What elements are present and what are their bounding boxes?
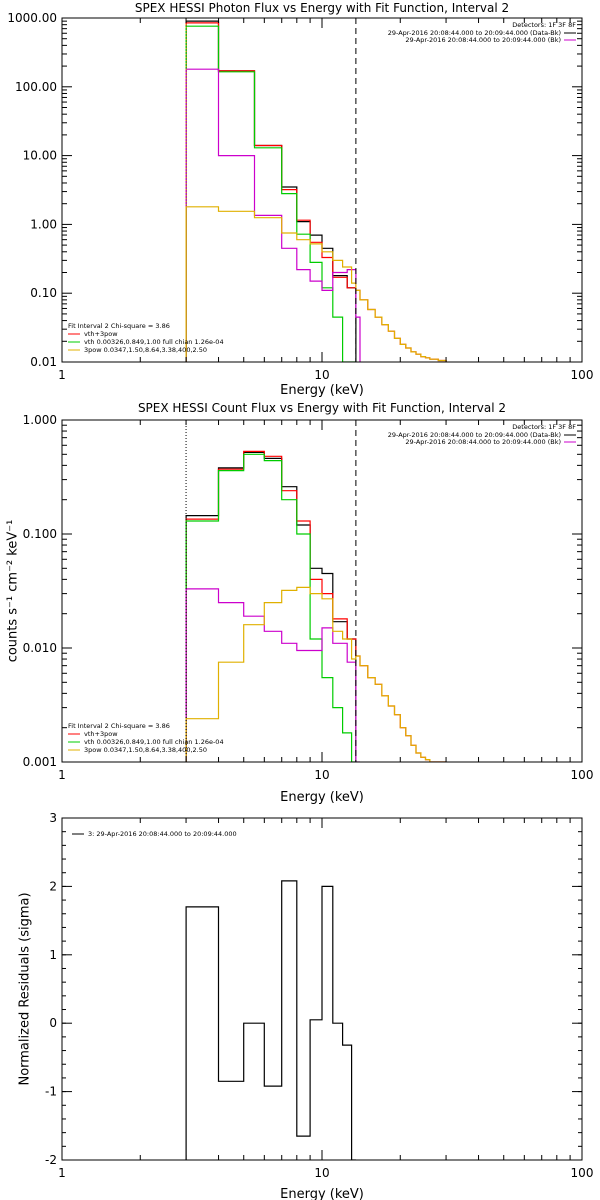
legend-fit-title: Fit Interval 2 Chi-square = 3.86 — [68, 322, 170, 330]
legend-entry: vth+3pow — [84, 730, 118, 738]
y-tick-label: 1000.00 — [7, 11, 57, 25]
legend-entry: 29-Apr-2016 20:08:44.000 to 20:09:44.000… — [388, 431, 561, 439]
y-tick-label: -1 — [45, 1085, 57, 1099]
series-line-vth-3pow — [185, 450, 447, 762]
series-line-data-bk — [185, 451, 357, 762]
x-axis-label: Energy (keV) — [280, 790, 364, 805]
series-line-residuals — [185, 880, 356, 1160]
series-line-data-bk — [185, 20, 357, 362]
y-tick-label: 10.00 — [23, 149, 57, 163]
x-tick-label: 1 — [58, 368, 66, 382]
series-line-bk — [185, 588, 360, 762]
legend-entry: 3pow 0.0347,1.50,8.64,3.38,400,2.50 — [84, 346, 207, 354]
series-line-3pow — [185, 206, 447, 362]
y-tick-label: 0 — [49, 1016, 57, 1030]
legend-entry: 29-Apr-2016 20:08:44.000 to 20:09:44.000… — [405, 36, 561, 44]
y-tick-label: 1.00 — [30, 217, 57, 231]
legend-entry: 3: 29-Apr-2016 20:08:44.000 to 20:09:44.… — [88, 830, 237, 838]
y-tick-label: 3 — [49, 811, 57, 825]
x-tick-label: 10 — [314, 768, 329, 782]
series-line-vth-3pow — [185, 22, 447, 362]
x-axis-label: Energy (keV) — [280, 383, 364, 398]
series-group — [185, 20, 447, 362]
series-line-vth — [185, 25, 356, 362]
x-tick-label: 10 — [314, 1166, 329, 1180]
x-tick-label: 100 — [571, 368, 594, 382]
legend-detectors: Detectors: 1F 3F 8F — [512, 423, 576, 431]
legend-entry: vth 0.00326,0.849,1.00 full chian 1.26e-… — [84, 338, 224, 346]
panel-photon: SPEX HESSI Photon Flux vs Energy with Fi… — [7, 1, 593, 398]
y-tick-label: 0.001 — [23, 755, 57, 769]
x-axis-label: Energy (keV) — [280, 1187, 364, 1200]
plot-frame — [61, 17, 583, 363]
y-tick-label: -2 — [45, 1153, 57, 1167]
legend-entry: 29-Apr-2016 20:08:44.000 to 20:09:44.000… — [405, 438, 561, 446]
y-tick-label: 1.000 — [23, 413, 57, 427]
series-line-vth — [185, 453, 356, 762]
y-tick-label: 100.00 — [15, 80, 57, 94]
series-line-3pow — [185, 586, 447, 762]
y-tick-label: 0.100 — [23, 527, 57, 541]
series-group — [185, 880, 356, 1160]
legend-entry: 29-Apr-2016 20:08:44.000 to 20:09:44.000… — [388, 29, 561, 37]
y-tick-label: 0.010 — [23, 641, 57, 655]
y-tick-label: 1 — [49, 948, 57, 962]
legend-fit-title: Fit Interval 2 Chi-square = 3.86 — [68, 722, 170, 730]
y-tick-label: 0.01 — [30, 355, 57, 369]
x-tick-label: 100 — [571, 1166, 594, 1180]
series-group — [185, 450, 447, 762]
x-tick-label: 1 — [58, 768, 66, 782]
legend-entry: vth 0.00326,0.849,1.00 full chian 1.26e-… — [84, 738, 224, 746]
y-tick-label: 0.10 — [30, 286, 57, 300]
panel-count: SPEX HESSI Count Flux vs Energy with Fit… — [6, 401, 594, 805]
x-tick-label: 100 — [571, 768, 594, 782]
y-tick-label: 2 — [49, 879, 57, 893]
x-tick-label: 1 — [58, 1166, 66, 1180]
x-tick-label: 10 — [314, 368, 329, 382]
legend-detectors: Detectors: 1F 3F 8F — [512, 21, 576, 29]
legend-entry: vth+3pow — [84, 330, 118, 338]
series-line-bk — [185, 68, 361, 362]
y-axis-label: counts s⁻¹ cm⁻² keV⁻¹ — [6, 520, 21, 663]
panel-resid: 1 10 100 -2 -1 0 1 2 3 Energy (keV) Normalized Res… — [18, 811, 594, 1200]
plot-title: SPEX HESSI Count Flux vs Energy with Fit… — [138, 401, 506, 415]
y-axis-label: Normalized Residuals (sigma) — [18, 892, 33, 1085]
legend-entry: 3pow 0.0347,1.50,8.64,3.38,400,2.50 — [84, 746, 207, 754]
plot-title: SPEX HESSI Photon Flux vs Energy with Fi… — [135, 1, 509, 15]
